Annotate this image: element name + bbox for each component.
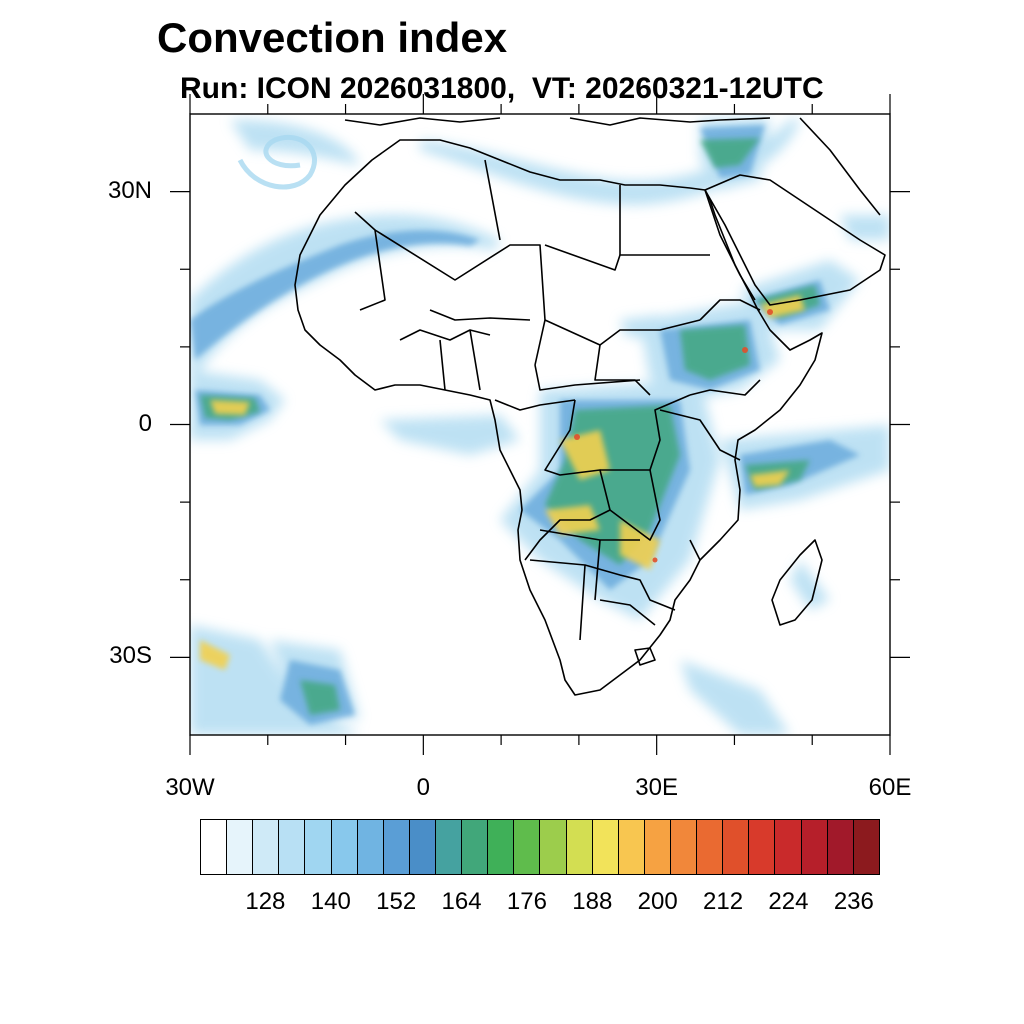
colorbar-swatch-5 xyxy=(331,820,358,874)
colorbar-swatch-12 xyxy=(514,820,541,874)
colorbar-swatch-14 xyxy=(566,820,593,874)
colorbar-swatch-24 xyxy=(827,820,854,874)
lat-label-30n: 30N xyxy=(107,176,152,204)
colorbar-swatch-6 xyxy=(357,820,384,874)
colorbar-tick-label: 128 xyxy=(245,888,286,915)
convection-field xyxy=(190,118,890,735)
colorbar-labels: 128 140 152 164 176 188 200 212 224 236 xyxy=(200,888,880,918)
colorbar-swatch-8 xyxy=(409,820,436,874)
colorbar-swatch-25 xyxy=(853,820,879,874)
lon-label-60e: 60E xyxy=(868,774,912,801)
colorbar xyxy=(200,819,880,875)
colorbar-tick-label: 236 xyxy=(833,888,874,915)
coastlines-and-borders xyxy=(294,117,886,696)
colorbar-swatch-10 xyxy=(462,820,489,874)
lon-label-30w: 30W xyxy=(165,774,215,801)
colorbar-tick-label: 152 xyxy=(376,888,417,915)
colorbar-swatch-13 xyxy=(540,820,567,874)
colorbar-swatch-7 xyxy=(383,820,410,874)
colorbar-swatch-1 xyxy=(227,820,254,874)
colorbar-swatch-19 xyxy=(697,820,724,874)
colorbar-swatch-22 xyxy=(775,820,802,874)
map-subtitle: Run: ICON 2026031800, VT: 20260321-12UTC xyxy=(180,72,824,105)
colorbar-tick-label: 188 xyxy=(572,888,613,915)
lat-label-30s: 30S xyxy=(109,642,152,670)
axis-ticks xyxy=(170,94,910,755)
colorbar-tick-label: 224 xyxy=(768,888,809,915)
map-title: Convection index xyxy=(157,14,508,61)
colorbar-tick-label: 176 xyxy=(506,888,547,915)
colorbar-swatch-3 xyxy=(279,820,306,874)
colorbar-swatch-23 xyxy=(801,820,828,874)
colorbar-swatch-18 xyxy=(670,820,698,874)
colorbar-swatch-16 xyxy=(618,820,645,874)
colorbar-swatch-2 xyxy=(253,820,280,874)
colorbar-swatch-4 xyxy=(305,820,332,874)
colorbar-swatch-11 xyxy=(488,820,515,874)
colorbar-tick-label: 200 xyxy=(637,888,678,915)
lat-label-0: 0 xyxy=(138,409,152,437)
colorbar-swatch-21 xyxy=(749,820,776,874)
colorbar-tick-label: 212 xyxy=(703,888,744,915)
colorbar-swatch-17 xyxy=(644,820,671,874)
lon-label-30e: 30E xyxy=(635,774,679,801)
colorbar-swatch-15 xyxy=(592,820,619,874)
colorbar-swatch-20 xyxy=(723,820,750,874)
colorbar-swatch-0 xyxy=(201,820,228,874)
colorbar-swatch-9 xyxy=(435,820,463,874)
colorbar-tick-label: 164 xyxy=(441,888,482,915)
lon-label-0: 0 xyxy=(416,774,431,801)
colorbar-tick-label: 140 xyxy=(310,888,351,915)
